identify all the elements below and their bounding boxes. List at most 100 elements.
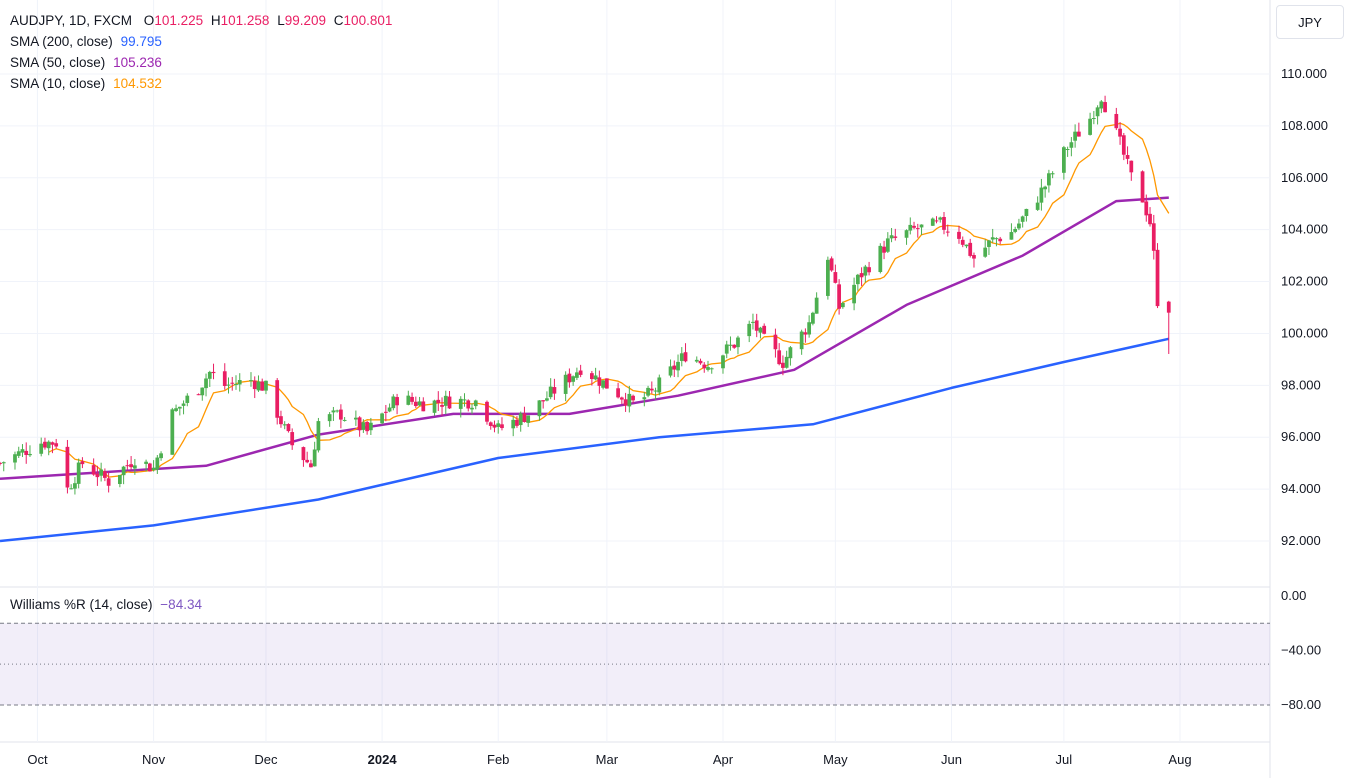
candle-down (567, 373, 572, 383)
williams-label: Williams %R (14, close) (10, 597, 153, 612)
candle-up (391, 396, 396, 409)
candle-down (421, 401, 426, 412)
candle-down (440, 404, 444, 407)
candle-up (73, 483, 77, 489)
sma50-line (0, 196, 1169, 480)
price-tick-label: 92.000 (1281, 533, 1321, 548)
candle-down (623, 399, 628, 406)
candle-up (121, 466, 126, 476)
candle-down (129, 464, 133, 468)
candle-up (1024, 208, 1029, 217)
candle-up (788, 347, 793, 359)
candle-down (1121, 135, 1126, 155)
candle-up (207, 371, 212, 379)
williams-tick-label: 0.00 (1281, 588, 1306, 603)
candle-up (545, 398, 549, 401)
candle-down (413, 401, 418, 407)
candle-down (942, 217, 946, 230)
candle-up (601, 380, 605, 388)
candle-up (39, 443, 44, 454)
candle-up (1017, 223, 1021, 229)
candle-down (1103, 102, 1107, 113)
sma50-value: 105.236 (113, 55, 162, 70)
candle-down (91, 465, 96, 475)
sma200-label: SMA (200, close) (10, 34, 113, 49)
candle-up (155, 457, 160, 470)
candle-up (571, 376, 576, 382)
candle-down (837, 284, 841, 309)
candle-up (1050, 173, 1055, 175)
candle-down (859, 273, 864, 278)
candle-up (264, 380, 268, 391)
currency-button[interactable]: JPY (1276, 5, 1344, 39)
candle-up (144, 461, 148, 464)
candle-down (649, 388, 654, 391)
candle-up (751, 321, 755, 323)
candle-down (447, 396, 452, 409)
candle-down (383, 411, 388, 413)
candle-up (736, 337, 740, 348)
sma10-row[interactable]: SMA (10, close) 104.532 (10, 73, 392, 94)
candle-up (668, 366, 673, 376)
open-label: O (143, 13, 155, 28)
symbol-label[interactable]: AUDJPY, 1D, FXCM (10, 13, 133, 28)
candle-up (657, 377, 662, 393)
candle-up (417, 401, 422, 406)
candle-down (912, 225, 916, 228)
candle-up (1088, 118, 1092, 135)
candle-down (357, 417, 362, 431)
time-tick-label: Jul (1056, 752, 1073, 767)
time-tick-label: Oct (27, 752, 48, 767)
sma200-row[interactable]: SMA (200, close) 99.795 (10, 31, 392, 52)
sma200-value: 99.795 (120, 34, 162, 49)
candle-down (867, 267, 871, 273)
candle-down (260, 381, 265, 391)
candle-up (994, 238, 999, 240)
candle-down (762, 325, 767, 334)
candle-up (20, 449, 25, 453)
candle-up (814, 297, 819, 314)
candle-up (1062, 147, 1066, 173)
candle-up (1039, 187, 1044, 203)
candle-down (252, 380, 257, 390)
candle-up (46, 441, 51, 449)
close-label: C (333, 13, 344, 28)
candle-up (170, 409, 175, 455)
candle-up (234, 384, 238, 386)
candle-up (855, 274, 860, 285)
candle-down (365, 421, 369, 432)
candle-down (882, 246, 886, 253)
candle-up (518, 413, 523, 426)
sma50-row[interactable]: SMA (50, close) 105.236 (10, 52, 392, 73)
price-tick-label: 106.000 (1281, 170, 1328, 185)
candle-down (286, 424, 291, 432)
candle-up (1043, 186, 1048, 190)
price-tick-label: 94.000 (1281, 481, 1321, 496)
candle-up (1091, 118, 1096, 120)
sma10-line (48, 122, 1170, 478)
high-value: 101.258 (220, 13, 270, 28)
williams-legend[interactable]: Williams %R (14, close) −84.34 (10, 597, 202, 612)
candle-down (339, 409, 343, 420)
candle-down (488, 422, 493, 426)
candle-down (702, 364, 707, 369)
candle-up (784, 356, 789, 368)
candle-up (575, 372, 579, 378)
candle-up (1009, 232, 1014, 240)
candle-up (563, 374, 568, 394)
candle-down (1166, 301, 1171, 313)
candle-up (159, 453, 163, 459)
candle-up (990, 237, 995, 240)
candle-up (1, 462, 6, 464)
candle-up (526, 415, 531, 423)
candle-down (631, 395, 635, 401)
time-tick-label: Jun (941, 752, 962, 767)
candle-up (511, 419, 516, 429)
candle-up (938, 217, 943, 220)
candle-down (968, 242, 973, 256)
candle-down (972, 255, 976, 259)
candle-up (204, 378, 208, 389)
candle-up (676, 361, 680, 371)
